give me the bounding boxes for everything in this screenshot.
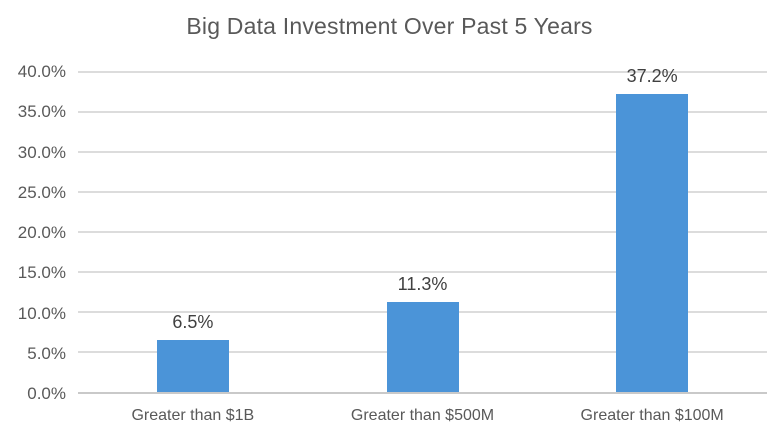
gridline [78,191,767,193]
bar-value-label: 11.3% [397,273,448,294]
bar-value-label: 6.5% [172,312,214,332]
y-tick-label: 35.0% [17,102,66,122]
gridline [78,151,767,153]
y-tick-label: 5.0% [27,343,66,363]
y-tick-label: 40.0% [17,62,66,81]
bar [156,340,229,392]
y-tick-label: 20.0% [17,223,66,242]
y-tick-label: 30.0% [17,142,66,162]
chart-title: Big Data Investment Over Past 5 Years [186,13,593,39]
x-axis-category-labels: Greater than $1B Greater than $500M Greate… [78,402,767,428]
y-tick-label: 0.0% [27,384,66,403]
bar-value-label: 37.2% [626,66,678,87]
gridline [78,271,767,273]
gridline [78,71,767,73]
gridline [78,111,767,113]
y-tick-label: 10.0% [17,303,66,323]
bar [386,301,459,392]
y-tick-label: 15.0% [17,263,66,283]
plot-area: 6.5% 11.3% 37.2% [78,66,767,394]
y-tick-label: 25.0% [17,182,66,202]
x-category-label: Greater than $1B [131,407,255,424]
x-category-label: Greater than $500M [350,407,495,424]
gridline [78,231,767,233]
bar [616,94,689,392]
y-axis-tick-labels: 0.0% 5.0% 10.0% 15.0% 20.0% 25.0% 30.0% 35.0% 40… [0,62,66,403]
x-category-label: Greater than $100M [580,407,724,424]
